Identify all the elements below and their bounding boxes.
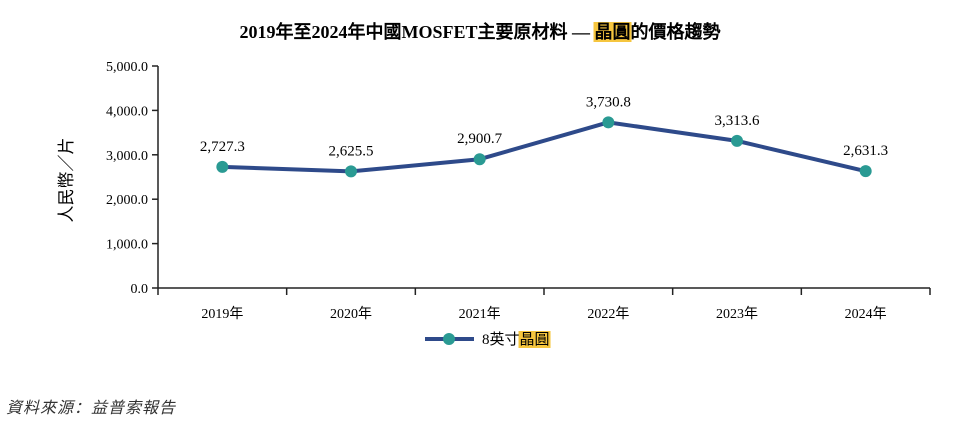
data-point (345, 165, 357, 178)
legend-label: 8英寸晶圓 (482, 330, 550, 348)
legend-marker (443, 333, 455, 345)
legend-label-highlight-bg (518, 331, 551, 348)
x-tick-label: 2023年 (716, 306, 758, 322)
chart-title-prefix: 2019年至2024年中國MOSFET主要原材料 — (239, 21, 594, 42)
y-tick-label: 1,000.0 (106, 238, 148, 253)
data-label: 3,730.8 (586, 94, 631, 110)
data-label: 3,313.6 (715, 113, 761, 129)
chart-title: 2019年至2024年中國MOSFET主要原材料 — 晶圓的價格趨勢 (239, 21, 720, 42)
x-tick-label: 2024年 (845, 306, 887, 322)
axes: 0.0 1,000.0 2,000.0 3,000.0 4,000.0 5,000.0 20… (106, 60, 931, 322)
y-tick-label: 2,000.0 (106, 193, 148, 208)
data-point (473, 153, 486, 166)
y-tick-label: 4,000.0 (106, 104, 148, 119)
x-tick-label: 2020年 (330, 306, 372, 322)
legend: 8英寸晶圓 (425, 330, 551, 348)
series-line (222, 120, 867, 174)
y-tick-label: 0.0 (131, 282, 149, 297)
x-tick-label: 2019年 (201, 306, 243, 322)
data-label: 2,727.3 (200, 139, 245, 155)
data-point (731, 134, 743, 147)
data-label: 2,631.3 (843, 143, 888, 159)
x-tick-label: 2021年 (459, 306, 501, 322)
data-label: 2,625.5 (329, 143, 374, 159)
data-label: 2,900.7 (457, 131, 503, 147)
x-tick-label: 2022年 (587, 306, 629, 322)
legend-label-highlight: 晶圓 (520, 331, 550, 348)
y-axis-label: 人民幣／片 (57, 138, 76, 223)
chart-title-highlight-bg (593, 22, 632, 42)
series-layer: 2,727.3 2,625.5 2,900.7 3,730.8 3,313.6 2,631… (200, 94, 888, 178)
source-note: 資料來源：益普索報告 (6, 400, 177, 417)
data-point (859, 165, 872, 178)
data-point (216, 160, 229, 173)
chart-title-suffix: 的價格趨勢 (631, 21, 721, 42)
data-point (602, 116, 615, 129)
y-tick-label: 5,000.0 (106, 60, 148, 75)
legend-label-prefix: 8英寸 (482, 330, 520, 348)
y-tick-label: 3,000.0 (106, 149, 148, 164)
chart-title-highlight: 晶圓 (595, 22, 631, 42)
